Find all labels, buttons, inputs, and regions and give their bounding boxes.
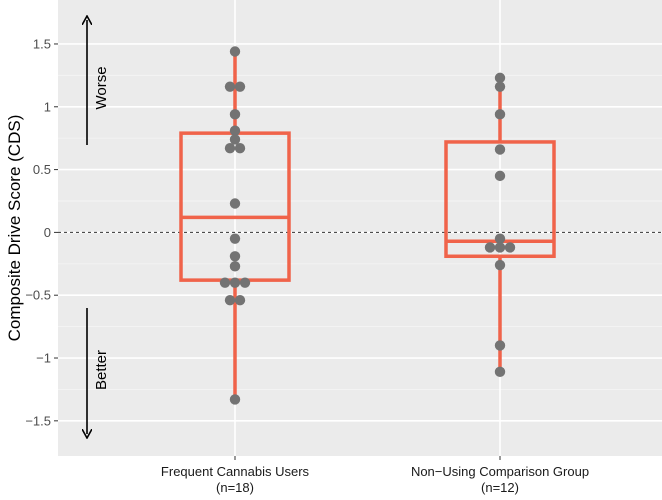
data-point [229,394,241,405]
data-point [494,109,506,120]
data-point [494,170,506,182]
data-point [229,261,241,272]
x-axis-categories: Frequent Cannabis Users(n=18) Non−Using C… [161,456,589,495]
data-point [229,233,241,244]
x-category-n-label: (n=12) [481,480,519,495]
y-tick-label: −1 [36,351,51,366]
y-tick-label: 0.5 [33,162,51,177]
x-category-label: Non−Using Comparison Group [411,464,589,479]
data-point [484,242,496,253]
data-point [219,277,231,288]
data-point [224,295,236,306]
data-point [234,143,246,154]
data-point [229,251,241,262]
data-point [494,242,506,253]
data-point [229,134,241,145]
y-tick-label: 1 [44,99,51,114]
y-tick-label: −1.5 [25,413,51,428]
data-point [234,81,246,92]
data-point [224,143,236,154]
data-points [219,46,516,405]
data-point [229,198,241,209]
data-point [494,233,506,244]
data-point [224,81,236,92]
y-axis-label: Composite Drive Score (CDS) [5,115,24,342]
data-point [229,46,241,57]
data-point [504,242,516,253]
data-point [494,340,506,351]
data-point [494,81,506,92]
data-point [494,259,506,271]
data-point [234,295,246,306]
data-point [229,125,241,136]
direction-annotations: Worse Better [87,20,110,434]
x-category-n-label: (n=18) [216,480,254,495]
worse-label: Worse [93,66,110,109]
better-label: Better [93,350,110,390]
data-point [229,277,241,288]
plot-panel [58,0,662,456]
data-point [239,277,251,288]
data-point [494,72,506,84]
x-category-label: Frequent Cannabis Users [161,464,310,479]
y-tick-label: −0.5 [25,288,51,303]
data-point [229,109,241,120]
y-tick-label: 1.5 [33,36,51,51]
data-point [494,366,506,378]
y-tick-label: 0 [44,225,51,240]
data-point [494,144,506,155]
y-axis-ticks: 1.5 1 0.5 0 −0.5 −1 −1.5 [25,36,58,428]
box-iqr [444,140,556,259]
